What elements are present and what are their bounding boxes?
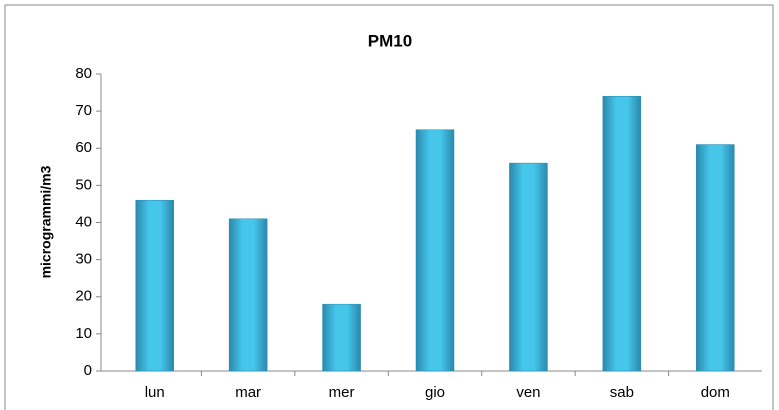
x-tick-label: dom bbox=[701, 384, 730, 401]
x-tick-label: mar bbox=[235, 384, 261, 401]
bar bbox=[509, 162, 548, 372]
x-tick-label: gio bbox=[425, 384, 445, 401]
x-tick-label: lun bbox=[145, 384, 165, 401]
y-tick-label: 0 bbox=[84, 362, 92, 379]
y-tick-label: 10 bbox=[75, 325, 92, 342]
y-axis-label: microgrammi/m3 bbox=[38, 165, 54, 278]
bar bbox=[415, 129, 455, 372]
y-tick-label: 50 bbox=[75, 176, 92, 193]
bar bbox=[602, 96, 642, 372]
chart-border bbox=[4, 4, 774, 410]
bar bbox=[696, 144, 735, 372]
y-tick-label: 20 bbox=[75, 288, 92, 305]
bar bbox=[228, 218, 268, 372]
chart-title: PM10 bbox=[368, 31, 412, 50]
x-tick-label: ven bbox=[516, 384, 540, 401]
y-tick-label: 60 bbox=[75, 139, 92, 156]
x-tick-label: sab bbox=[610, 384, 634, 401]
y-tick-label: 40 bbox=[75, 213, 92, 230]
bar bbox=[135, 199, 174, 372]
bar bbox=[322, 303, 361, 372]
y-tick-label: 70 bbox=[75, 102, 92, 119]
y-tick-label: 80 bbox=[75, 65, 92, 82]
x-tick-label: mer bbox=[329, 384, 355, 401]
y-tick-label: 30 bbox=[75, 251, 92, 268]
